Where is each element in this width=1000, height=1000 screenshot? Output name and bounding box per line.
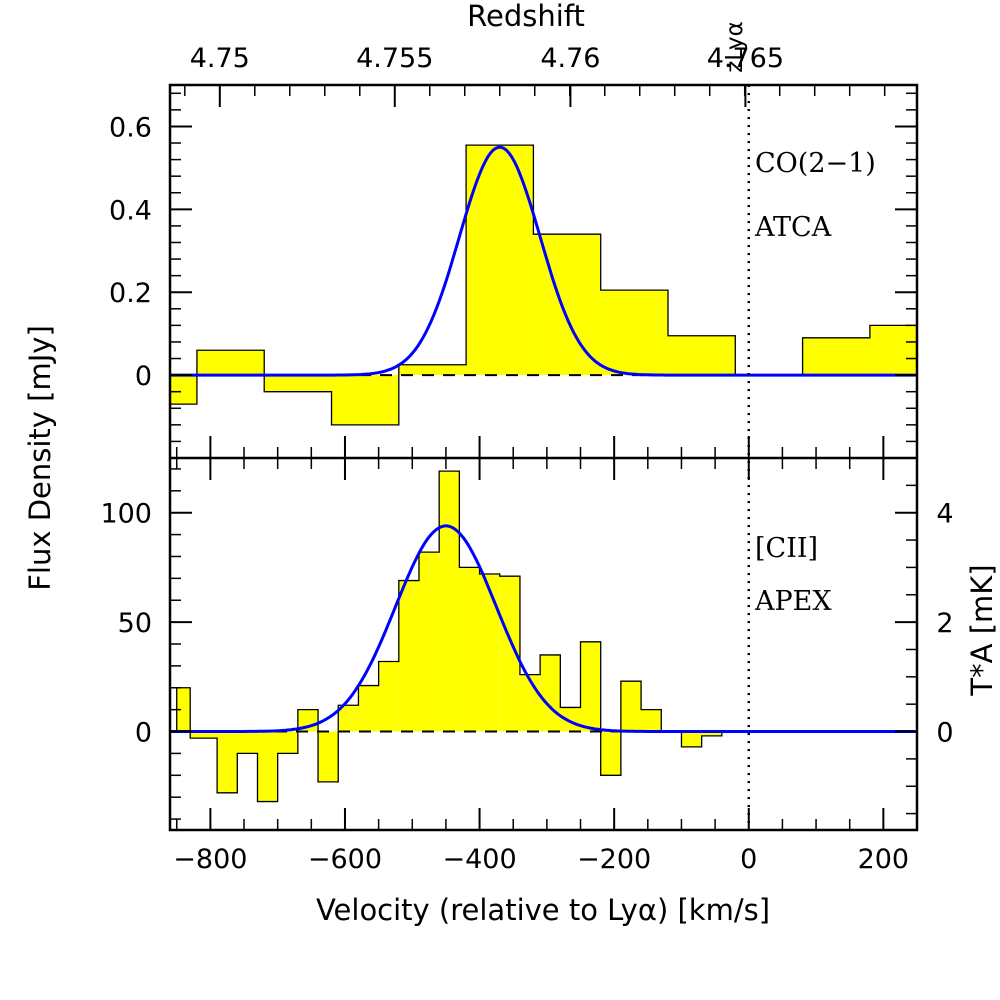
top-panel-line-label: CO(2−1) — [755, 148, 876, 179]
bottom-bin-12 — [419, 552, 440, 732]
bottom-bin-3 — [237, 731, 258, 754]
bottom-bin-1 — [190, 731, 218, 739]
top-panel-instrument-label: ATCA — [754, 212, 832, 243]
bottom-bin-21 — [600, 731, 621, 776]
right-ytick-label: 2 — [936, 608, 953, 639]
xtick-label: 200 — [858, 844, 910, 875]
bottom-right-y-ticks: 0 2 4 — [895, 484, 954, 815]
top-gaussian-fit — [170, 145, 916, 377]
right-ytick-label: 0 — [936, 718, 953, 749]
bottom-y-ticks: 0 50 100 — [100, 468, 192, 820]
bottom-bin-26 — [701, 731, 722, 736]
top-ytick-label: 0.4 — [109, 195, 152, 226]
y-axis-title: Flux Density [mJy] — [23, 325, 57, 591]
bottom-panel-instrument-label: APEX — [754, 586, 832, 617]
x-axis-ticks: −800 −600 −400 −200 0 200 — [173, 436, 918, 875]
redshift-tick-label: 4.755 — [356, 43, 433, 74]
bottom-bin-13 — [439, 471, 460, 732]
bottom-bin-8 — [338, 705, 359, 732]
redshift-tick-label: 4.75 — [190, 43, 250, 74]
top-ytick-label: 0 — [135, 361, 152, 392]
xtick-label: 0 — [740, 844, 757, 875]
top-bin-3 — [331, 375, 399, 425]
top-bin-10 — [802, 337, 870, 376]
bottom-bin-9 — [358, 685, 379, 732]
bottom-bin-15 — [479, 573, 500, 732]
redshift-axis-ticks: 4.75 4.755 4.76 4.765 — [184, 43, 886, 107]
bottom-bin-25 — [681, 731, 702, 747]
bottom-bin-14 — [459, 567, 480, 732]
bottom-bin-18 — [540, 654, 561, 732]
top-ytick-label: 0.2 — [109, 278, 152, 309]
x-axis-title: Velocity (relative to Lyα) [km/s] — [316, 893, 770, 927]
top-axis-title: Redshift — [467, 0, 585, 33]
bottom-bin-10 — [378, 661, 399, 732]
right-axis-title: T*A [mK] — [965, 564, 999, 696]
xtick-label: −600 — [308, 844, 382, 875]
bottom-panel-line-label: [CII] — [755, 533, 818, 564]
bottom-bin-0 — [176, 687, 191, 732]
top-bin-8 — [668, 335, 736, 376]
bottom-bin-outline — [176, 470, 723, 803]
top-bin-12 — [937, 375, 1000, 433]
bottom-bin-20 — [580, 641, 601, 732]
bottom-ytick-label: 50 — [118, 608, 152, 639]
bottom-bin-7 — [318, 731, 339, 782]
top-histogram — [170, 144, 1000, 433]
bottom-bin-4 — [257, 731, 278, 802]
bottom-bin-5 — [277, 731, 298, 754]
top-bin-outline — [170, 144, 917, 426]
bottom-bin-16 — [499, 576, 520, 732]
top-ytick-label: 0.6 — [109, 112, 152, 143]
top-bin-1 — [196, 350, 265, 376]
top-bin-7 — [600, 290, 668, 376]
top-panel: 0 0.2 0.4 0.6 CO(2−1) ATCA — [109, 92, 1000, 443]
bottom-bin-11 — [398, 580, 419, 732]
top-bin-4 — [398, 364, 467, 376]
top-y-ticks: 0 0.2 0.4 0.6 — [109, 92, 917, 443]
xtick-label: −400 — [442, 844, 516, 875]
bottom-bin-23 — [641, 709, 662, 732]
top-bin-11 — [869, 325, 917, 376]
bottom-bin-19 — [560, 707, 581, 732]
zlya-label: zLyα — [722, 21, 748, 73]
bottom-panel: 0 50 100 0 2 4 [CII] APEX — [100, 468, 954, 820]
bottom-ytick-label: 100 — [100, 499, 152, 530]
top-bin-2 — [264, 375, 332, 392]
xtick-label: −200 — [577, 844, 651, 875]
bottom-ytick-label: 0 — [135, 718, 152, 749]
bottom-histogram — [176, 470, 723, 803]
bottom-bin-22 — [620, 681, 642, 732]
top-bin-0 — [170, 375, 197, 405]
top-bin-6 — [533, 234, 601, 376]
bottom-bin-2 — [217, 731, 238, 793]
redshift-tick-label: 4.765 — [707, 43, 784, 74]
redshift-tick-label: 4.76 — [540, 43, 600, 74]
bottom-gaussian-fit — [170, 524, 916, 733]
right-ytick-label: 4 — [936, 499, 953, 530]
xtick-label: −800 — [173, 844, 247, 875]
